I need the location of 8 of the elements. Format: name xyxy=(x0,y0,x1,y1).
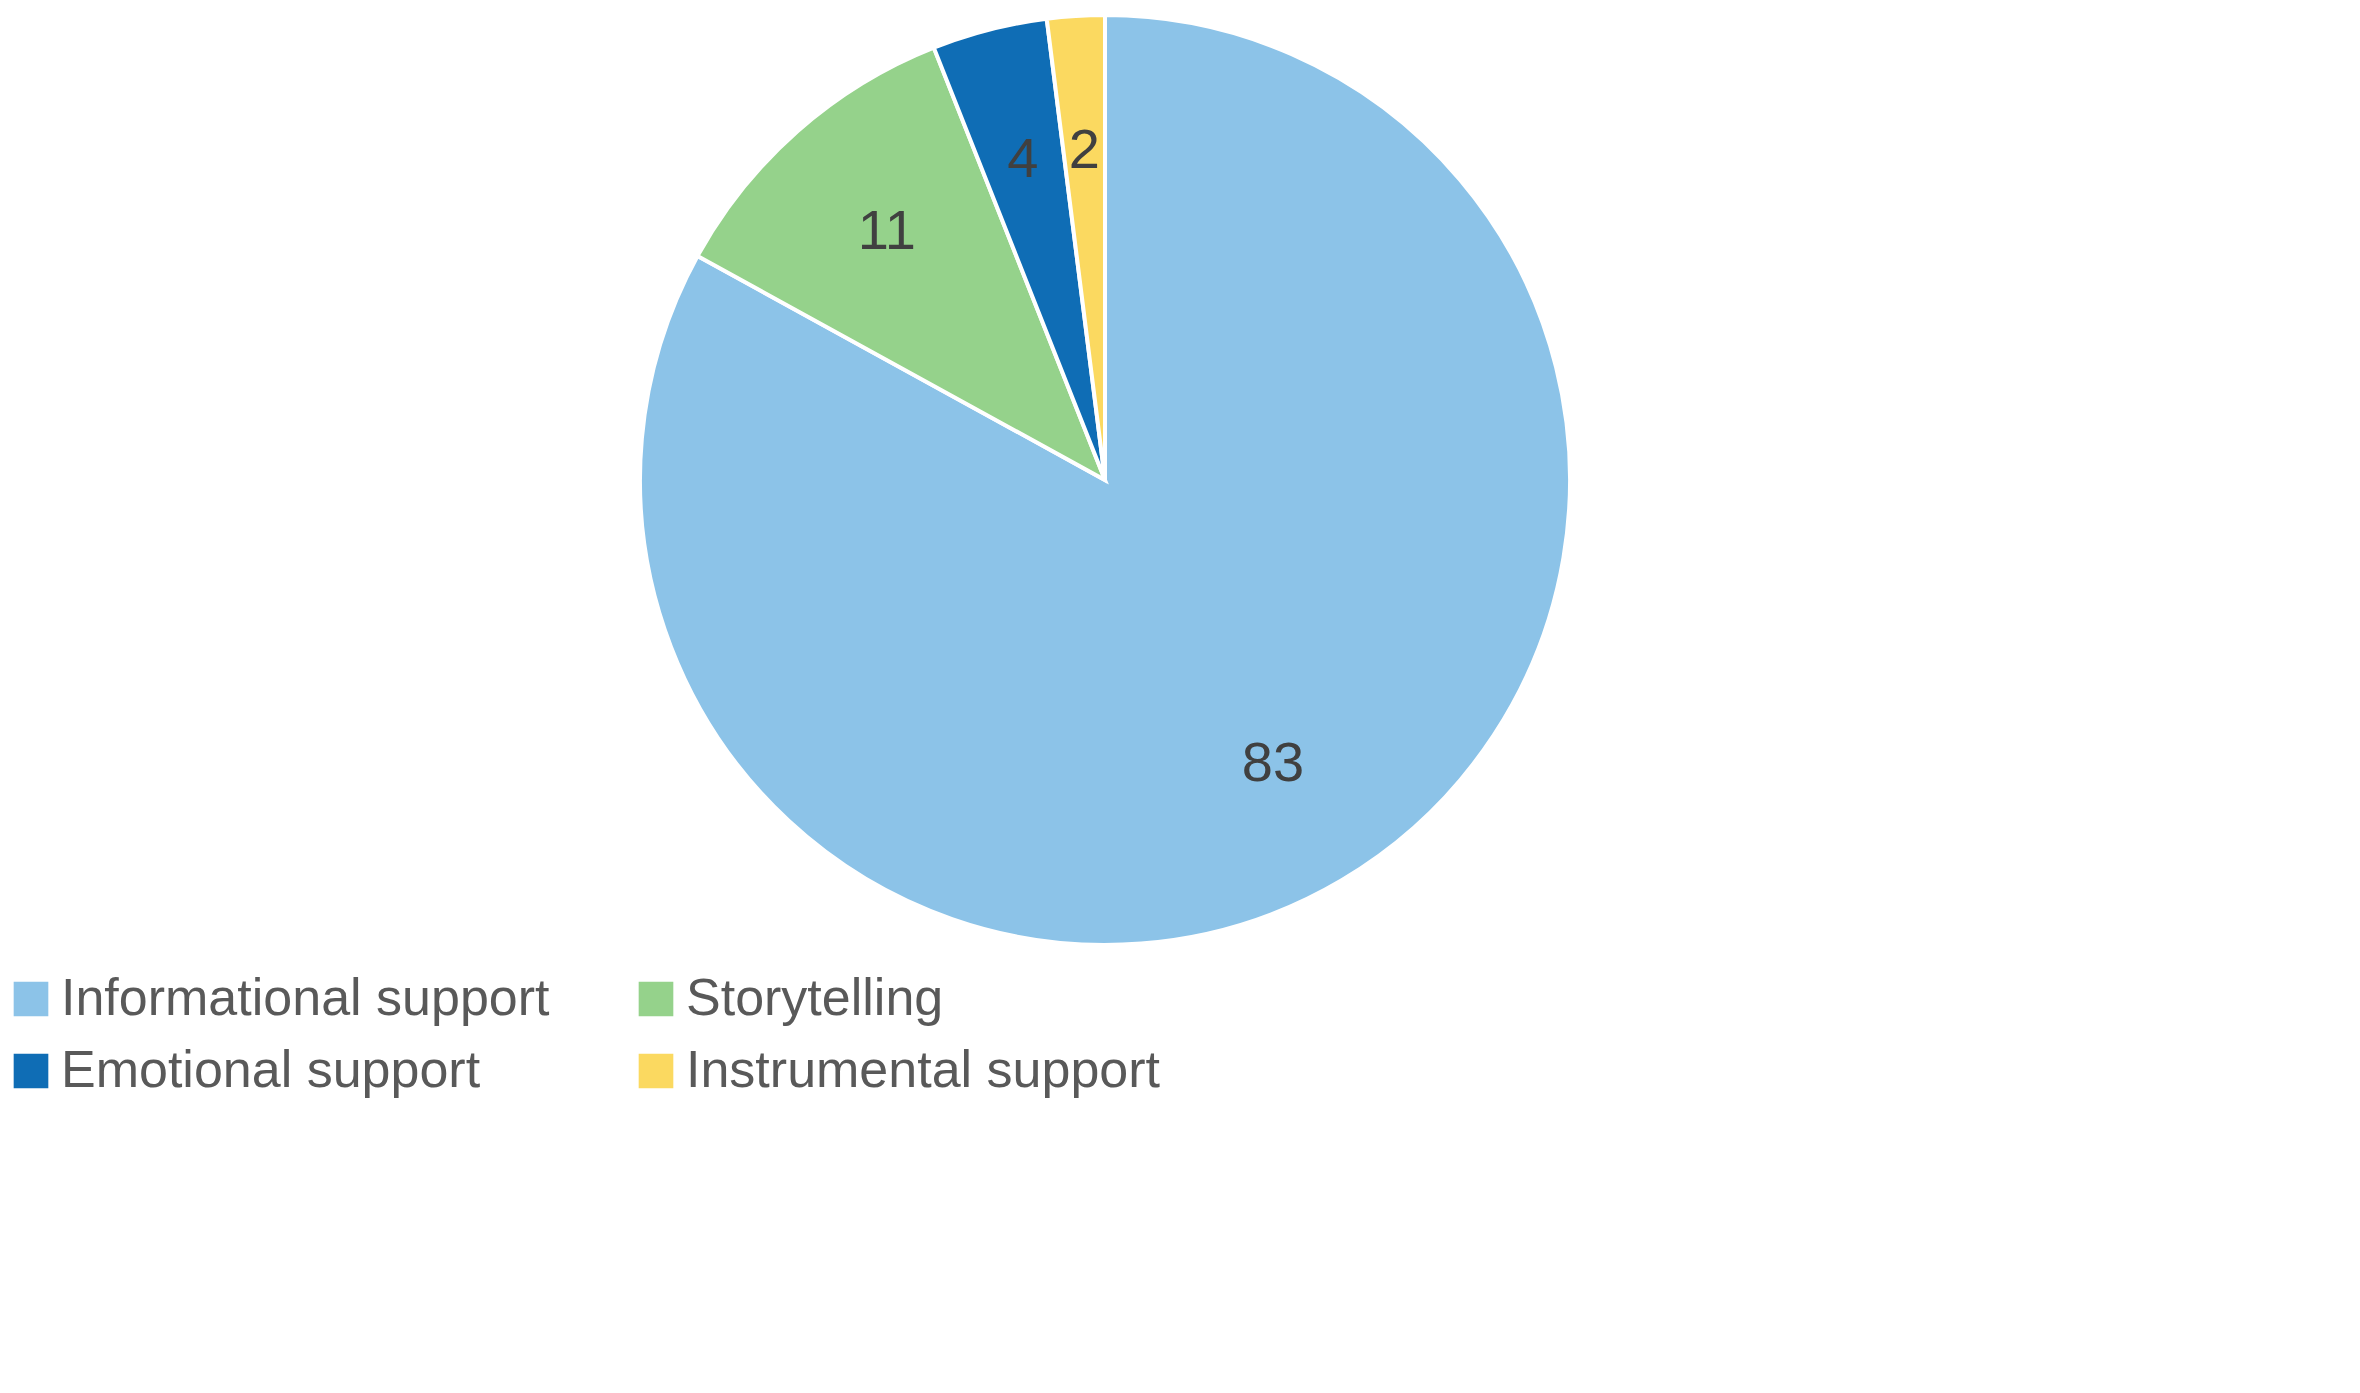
data-label: 4 xyxy=(1007,126,1039,190)
data-label: 83 xyxy=(1241,730,1305,794)
data-label: 11 xyxy=(857,198,916,262)
legend-label: Storytelling xyxy=(686,968,944,1026)
legend-label: Instrumental support xyxy=(686,1040,1161,1098)
data-label: 2 xyxy=(1068,116,1100,180)
legend-label: Emotional support xyxy=(61,1040,481,1098)
legend-label: Informational support xyxy=(61,968,551,1026)
